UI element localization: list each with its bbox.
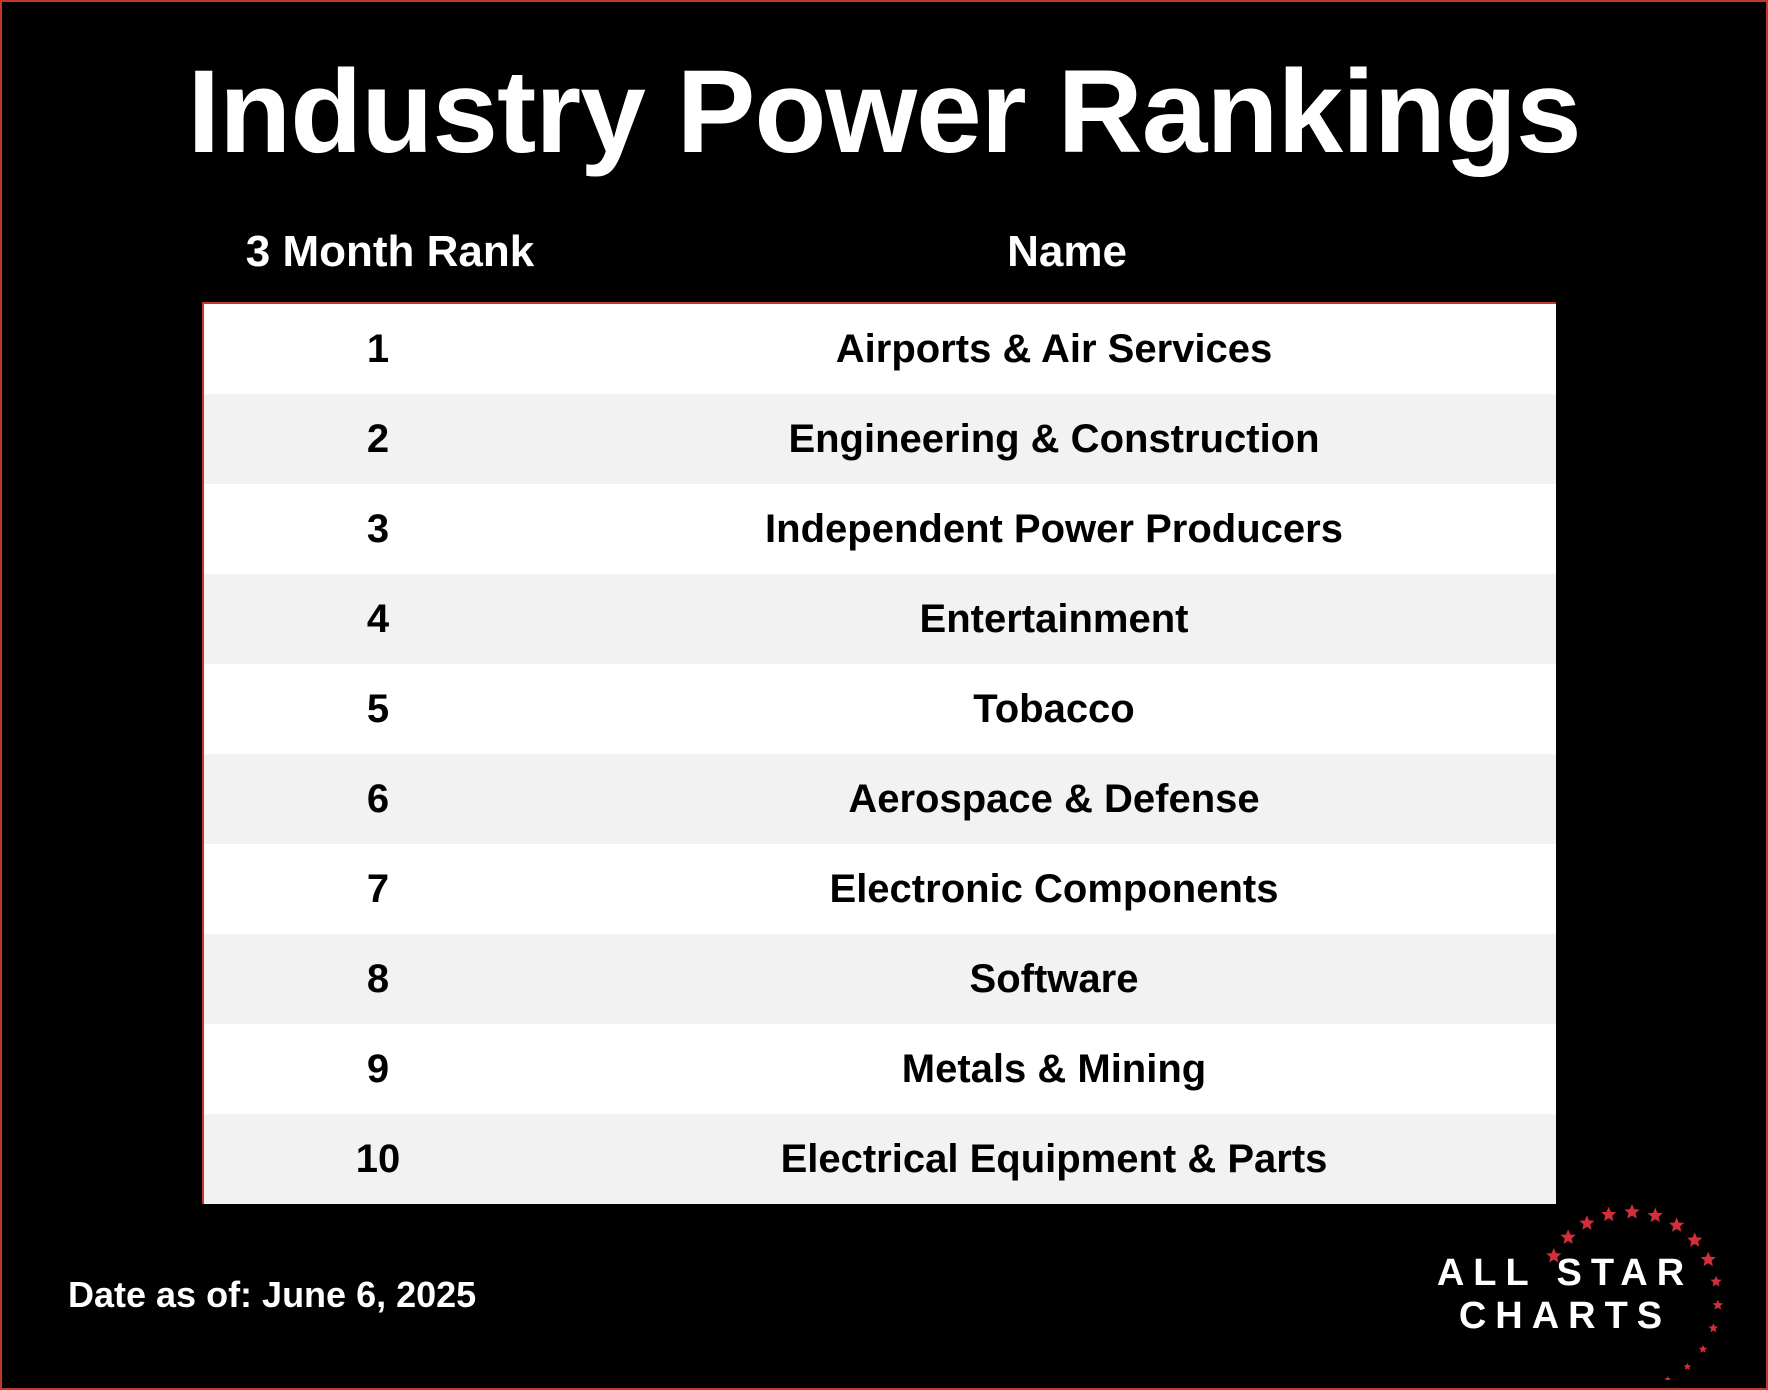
- table-row: 8 Software: [204, 934, 1556, 1024]
- table-row: 5 Tobacco: [204, 664, 1556, 754]
- table-row: 2 Engineering & Construction: [204, 394, 1556, 484]
- logo-star-icon: [1546, 1248, 1562, 1263]
- logo-star-icon: [1683, 1362, 1692, 1370]
- rank-cell: 3: [366, 507, 390, 551]
- name-cell: Electronic Components: [829, 867, 1279, 911]
- column-header-rank: 3 Month Rank: [245, 227, 535, 276]
- name-cell: Software: [969, 957, 1139, 1001]
- table-row: 4 Entertainment: [204, 574, 1556, 664]
- star-ring-icon: ALL STAR CHARTS: [1437, 1204, 1724, 1390]
- logo-star-icon: [1700, 1251, 1716, 1267]
- rank-cell: 7: [366, 867, 390, 911]
- logo-star-icon: [1647, 1207, 1663, 1223]
- logo-star-icon: [1601, 1206, 1617, 1222]
- logo-star-icon: [1710, 1275, 1722, 1287]
- all-star-charts-logo: ALL STAR CHARTS: [1420, 1200, 1750, 1390]
- logo-star-icon: [1579, 1215, 1595, 1230]
- rank-cell: 9: [366, 1047, 390, 1091]
- page-title: Industry Power Rankings: [187, 46, 1581, 178]
- rank-cell: 10: [355, 1137, 401, 1181]
- logo-star-icon: [1669, 1217, 1685, 1232]
- name-cell: Independent Power Producers: [765, 507, 1343, 551]
- table-row: 3 Independent Power Producers: [204, 484, 1556, 574]
- logo-star-icon: [1560, 1229, 1576, 1244]
- logo-star-icon: [1708, 1323, 1719, 1333]
- logo-star-icon: [1664, 1376, 1671, 1383]
- name-cell: Entertainment: [919, 597, 1189, 641]
- column-header-name: Name: [1007, 227, 1127, 276]
- logo-line-1: ALL STAR: [1437, 1252, 1693, 1294]
- name-cell: Electrical Equipment & Parts: [780, 1137, 1328, 1181]
- rank-cell: 6: [366, 777, 390, 821]
- date-footer: Date as of: June 6, 2025: [68, 1274, 477, 1315]
- rankings-table: 1 Airports & Air Services 2 Engineering …: [202, 302, 1556, 1204]
- name-cell: Tobacco: [973, 687, 1135, 731]
- logo-star-icon: [1712, 1299, 1724, 1310]
- name-cell: Airports & Air Services: [835, 327, 1273, 371]
- logo-star-icon: [1687, 1232, 1703, 1247]
- logo-line-2: CHARTS: [1459, 1295, 1671, 1337]
- rank-cell: 5: [366, 687, 390, 731]
- table-row: 10 Electrical Equipment & Parts: [204, 1114, 1556, 1204]
- table-row: 9 Metals & Mining: [204, 1024, 1556, 1114]
- logo-star-icon: [1624, 1204, 1640, 1219]
- rank-cell: 1: [366, 327, 390, 371]
- table-row: 6 Aerospace & Defense: [204, 754, 1556, 844]
- rank-cell: 8: [366, 957, 390, 1001]
- name-cell: Engineering & Construction: [788, 417, 1320, 461]
- table-row: 7 Electronic Components: [204, 844, 1556, 934]
- name-cell: Metals & Mining: [901, 1047, 1207, 1091]
- logo-star-icon: [1698, 1344, 1708, 1353]
- rank-cell: 2: [366, 417, 390, 461]
- name-cell: Aerospace & Defense: [848, 777, 1260, 821]
- table-row: 1 Airports & Air Services: [204, 304, 1556, 394]
- rank-cell: 4: [366, 597, 390, 641]
